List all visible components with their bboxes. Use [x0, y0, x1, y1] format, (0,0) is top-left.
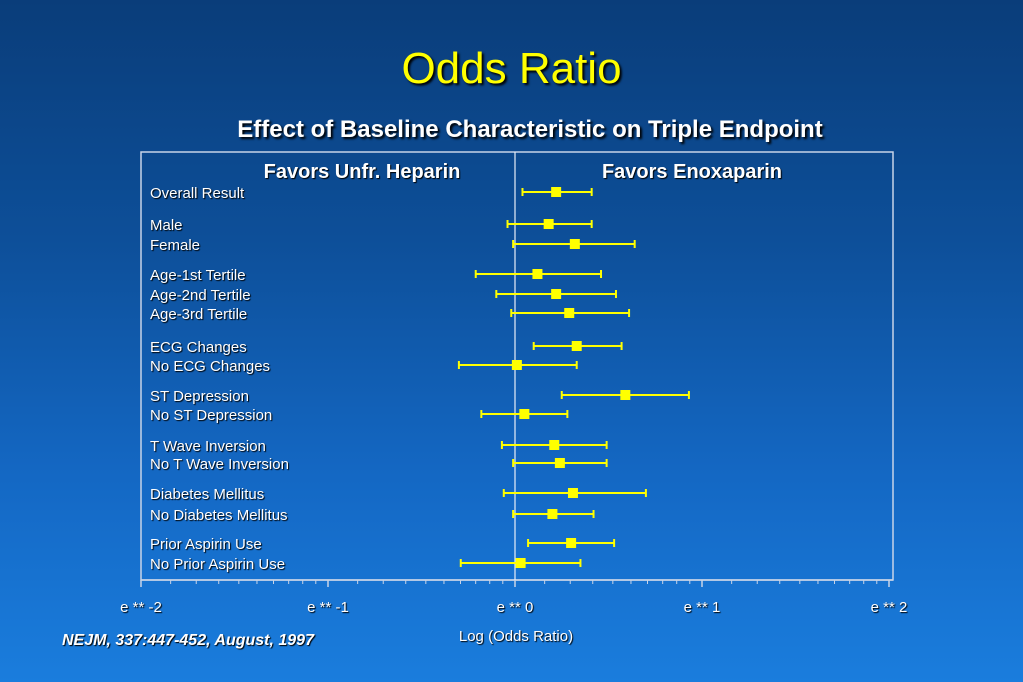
row-label: No ST Depression — [150, 407, 272, 424]
slide-title: Odds Ratio — [401, 44, 622, 93]
estimate-marker — [564, 308, 575, 318]
panel-label-left: Favors Unfr. Heparin — [264, 161, 461, 183]
estimate-marker — [515, 558, 526, 568]
estimate-marker — [620, 390, 631, 400]
x-tick-label: e ** -2 — [120, 599, 162, 616]
row-label: Diabetes Mellitus — [150, 486, 264, 503]
x-tick-label: e ** 0 — [497, 599, 534, 616]
row-label: Age-1st Tertile — [150, 267, 246, 284]
chart-subtitle: Effect of Baseline Characteristic on Tri… — [237, 116, 823, 143]
row-label: Age-2nd Tertile — [150, 287, 251, 304]
panel-label-right: Favors Enoxaparin — [602, 161, 782, 183]
row-label: ST Depression — [150, 388, 249, 405]
row-label: Prior Aspirin Use — [150, 536, 262, 553]
estimate-marker — [511, 360, 522, 370]
citation: NEJM, 337:447-452, August, 1997 — [62, 632, 314, 649]
row-label: No Prior Aspirin Use — [150, 556, 285, 573]
row-label: No Diabetes Mellitus — [150, 507, 288, 524]
x-tick-label: e ** 2 — [871, 599, 908, 616]
estimate-marker — [547, 509, 558, 519]
estimate-marker — [519, 409, 530, 419]
row-label: T Wave Inversion — [150, 438, 266, 455]
row-label: Overall Result — [150, 185, 245, 202]
estimate-marker — [569, 239, 580, 249]
row-label: No ECG Changes — [150, 358, 270, 375]
x-tick-label: e ** 1 — [684, 599, 721, 616]
x-tick-label: e ** -1 — [307, 599, 349, 616]
estimate-marker — [551, 289, 562, 299]
estimate-marker — [532, 269, 543, 279]
estimate-marker — [566, 538, 577, 548]
row-label: Age-3rd Tertile — [150, 306, 247, 323]
estimate-marker — [567, 488, 578, 498]
estimate-marker — [551, 187, 562, 197]
forest-rows: Overall Result Male Female Age-1st Tertile A… — [150, 185, 690, 573]
estimate-marker — [554, 458, 565, 468]
x-axis-label: Log (Odds Ratio) — [459, 628, 573, 645]
x-axis-ticks: e ** -2 e ** -1 e ** 0 e ** 1 e ** 2 — [120, 580, 907, 616]
row-label: ECG Changes — [150, 339, 247, 356]
row-label: No T Wave Inversion — [150, 456, 289, 473]
estimate-marker — [543, 219, 554, 229]
row-label: Female — [150, 237, 200, 254]
row-label: Male — [150, 217, 183, 234]
estimate-marker — [549, 440, 560, 450]
estimate-marker — [571, 341, 582, 351]
